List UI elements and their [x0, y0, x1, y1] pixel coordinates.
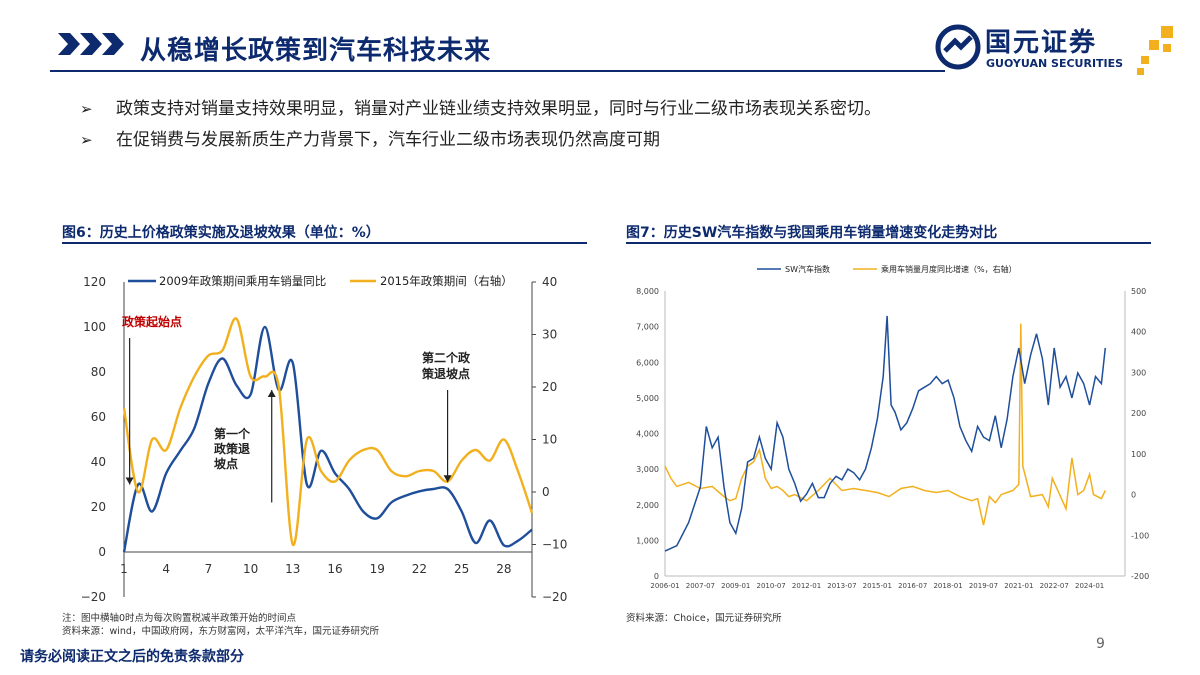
y2-tick-label: 0 — [1131, 491, 1136, 500]
y-tick-label: 80 — [91, 365, 106, 379]
y2-tick-label: 40 — [542, 275, 557, 289]
figure6-title: 图6：历史上价格政策实施及退坡效果（单位：%） — [62, 225, 380, 241]
figure6-title-rule — [62, 242, 587, 244]
y2-tick-label: 30 — [542, 328, 557, 342]
annotation-second-rolloff-line: 第二个政 — [422, 350, 471, 365]
figure7-chart: 8,000 7,000 6,000 5,000 4,000 3,000 2,000 1,000… — [636, 264, 1149, 590]
legend-label-2015: 2015年政策期间（右轴） — [380, 274, 513, 288]
logo-chinese-name: 国元证券 — [985, 28, 1098, 58]
series-sw-auto-index-line — [664, 315, 1107, 552]
y2-tick-label: −10 — [542, 538, 567, 552]
x-tick-label: 2022-07 — [1040, 582, 1069, 590]
y-tick-label: −20 — [81, 590, 106, 604]
y-tick-label: 7,000 — [636, 323, 659, 332]
figure7-title: 图7：历史SW汽车指数与我国乘用车销量增速变化走势对比 — [626, 225, 998, 241]
figure6-note: 注：图中横轴0时点为每次购置税减半政策开始的时间点 — [62, 613, 297, 624]
annotation-second-rolloff-line: 策退坡点 — [422, 366, 470, 381]
y2-tick-label: 0 — [542, 485, 550, 499]
logo-english-name: GUOYUAN SECURITIES — [986, 57, 1124, 70]
y-tick-label: 4,000 — [636, 430, 659, 439]
x-tick-label: 13 — [285, 562, 300, 576]
y2-tick-label: 400 — [1131, 328, 1146, 337]
x-tick-label: 1 — [120, 562, 128, 576]
annotation-first-rolloff-line: 坡点 — [214, 456, 238, 471]
figure7-title-rule — [626, 242, 1151, 244]
y-tick-label: 8,000 — [636, 287, 659, 296]
y2-tick-label: 300 — [1131, 368, 1146, 377]
y-tick-label: 0 — [98, 545, 106, 559]
x-tick-label: 7 — [205, 562, 213, 576]
y-tick-label: 1,000 — [636, 536, 659, 545]
x-tick-label: 2018-01 — [933, 582, 962, 590]
x-tick-label: 2009-01 — [721, 582, 750, 590]
y2-tick-label: 10 — [542, 433, 557, 447]
bullet-list: ➢ 政策支持对销量支持效果明显，销量对产业链业绩支持效果明显，同时与行业二级市场… — [80, 96, 1100, 158]
figure6-source: 资料来源：wind，中国政府网，东方财富网，太平洋汽车，国元证券研究所 — [62, 626, 379, 637]
bullet-text: 政策支持对销量支持效果明显，销量对产业链业绩支持效果明显，同时与行业二级市场表现… — [116, 99, 881, 119]
y2-tick-label: -200 — [1131, 572, 1149, 581]
header-arrows-icon — [58, 33, 128, 59]
y2-tick-label: 200 — [1131, 409, 1146, 418]
series-sales-growth-line — [664, 323, 1106, 526]
x-tick-label: 2024-01 — [1075, 582, 1104, 590]
x-tick-label: 2015-01 — [863, 582, 892, 590]
annotation-arrowhead-first — [267, 390, 276, 397]
x-tick-label: 2012-01 — [792, 582, 821, 590]
annotation-first-rolloff-line: 第一个 — [214, 426, 251, 441]
x-tick-label: 2007-07 — [686, 582, 715, 590]
header-divider — [50, 70, 945, 72]
company-logo: 国元证券 GUOYUAN SECURITIES — [935, 22, 1180, 80]
legend-label-2009: 2009年政策期间乘用车销量同比 — [159, 274, 326, 288]
y-tick-label: 40 — [91, 455, 106, 469]
bullet-arrow-icon: ➢ — [80, 100, 93, 118]
annotation-arrowhead-second — [443, 475, 452, 483]
x-tick-label: 4 — [162, 562, 170, 576]
bullet-item: ➢ 政策支持对销量支持效果明显，销量对产业链业绩支持效果明显，同时与行业二级市场… — [80, 96, 1100, 123]
figure7-source: 资料来源：Choice，国元证券研究所 — [626, 613, 782, 624]
y-tick-label: 2,000 — [636, 501, 659, 510]
y-tick-label: 60 — [91, 410, 106, 424]
series-2009-sales-line — [122, 325, 533, 553]
x-tick-label: 16 — [327, 562, 342, 576]
annotation-policy-start: 政策起始点 — [122, 314, 182, 329]
y-tick-label: 100 — [83, 320, 106, 334]
y-tick-label: 20 — [91, 500, 106, 514]
bullet-text: 在促销费与发展新质生产力背景下，汽车行业二级市场表现仍然高度可期 — [116, 130, 660, 150]
y2-tick-label: 100 — [1131, 450, 1146, 459]
x-tick-label: 28 — [496, 562, 511, 576]
x-tick-label: 2019-07 — [969, 582, 998, 590]
legend-label-sw-index: SW汽车指数 — [785, 264, 830, 274]
y2-tick-label: -100 — [1131, 531, 1149, 540]
legend-label-sales-growth: 乘用车销量月度同比增速（%，右轴） — [881, 264, 1017, 274]
y-tick-label: 5,000 — [636, 394, 659, 403]
logo-gold-squares-icon — [1137, 26, 1173, 75]
x-tick-label: 25 — [454, 562, 469, 576]
y2-tick-label: −20 — [542, 590, 567, 604]
bullet-item: ➢ 在促销费与发展新质生产力背景下，汽车行业二级市场表现仍然高度可期 — [80, 127, 1100, 154]
disclaimer: 请务必阅读正文之后的免责条款部分 — [20, 649, 244, 665]
x-tick-label: 10 — [243, 562, 258, 576]
x-tick-label: 19 — [370, 562, 385, 576]
annotation-arrowhead-start — [125, 477, 134, 485]
x-tick-label: 2013-07 — [827, 582, 856, 590]
page-number: 9 — [1096, 636, 1105, 652]
y2-tick-label: 500 — [1131, 287, 1146, 296]
y-tick-label: 0 — [654, 572, 659, 581]
y-tick-label: 3,000 — [636, 465, 659, 474]
y-tick-label: 120 — [83, 275, 106, 289]
annotation-first-rolloff-line: 政策退 — [214, 441, 250, 456]
y-tick-label: 6,000 — [636, 358, 659, 367]
y2-tick-label: 20 — [542, 380, 557, 394]
page-title: 从稳增长政策到汽车科技未来 — [140, 36, 492, 66]
x-tick-label: 2006-01 — [650, 582, 679, 590]
logo-emblem-icon — [935, 24, 981, 70]
series-2015-policy-line — [122, 317, 534, 546]
x-tick-label: 22 — [412, 562, 427, 576]
bullet-arrow-icon: ➢ — [80, 131, 93, 149]
x-tick-label: 2021-01 — [1004, 582, 1033, 590]
x-tick-label: 2016-07 — [898, 582, 927, 590]
x-tick-label: 2010-07 — [757, 582, 786, 590]
